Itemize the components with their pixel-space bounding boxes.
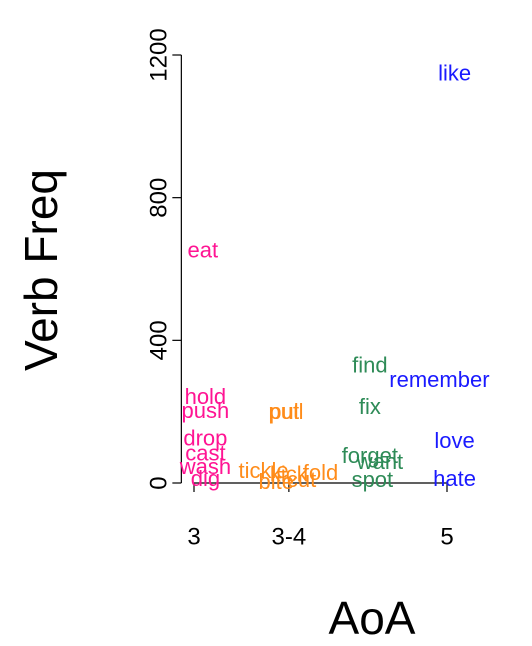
y-tick-label: 1200 xyxy=(145,28,172,81)
x-tick-label: 5 xyxy=(440,523,453,550)
point-label: pull xyxy=(269,399,303,424)
x-axis-title: AoA xyxy=(329,592,416,644)
point-label: fold xyxy=(303,460,338,485)
point-label: eat xyxy=(188,238,219,263)
point-label: want xyxy=(356,449,403,474)
y-tick-label: 800 xyxy=(145,178,172,218)
point-label: fix xyxy=(359,394,381,419)
point-label: put xyxy=(269,399,300,424)
point-label: cut xyxy=(287,467,316,492)
point-label: love xyxy=(434,428,474,453)
x-tick-label: 3 xyxy=(187,523,200,550)
point-label: bite xyxy=(258,469,293,494)
y-tick-label: 400 xyxy=(145,320,172,360)
point-label: hate xyxy=(433,466,476,491)
point-label: kick xyxy=(270,462,309,487)
point-label: wash xyxy=(179,454,231,479)
point-label: dig xyxy=(191,466,220,491)
point-label: tickle xyxy=(239,458,289,483)
point-label: drop xyxy=(183,426,227,451)
point-label: cast xyxy=(185,441,225,466)
point-label: spot xyxy=(352,467,394,492)
point-label: find xyxy=(352,353,387,378)
point-label: push xyxy=(182,398,230,423)
point-label: like xyxy=(438,60,471,85)
y-axis-title: Verb Freq xyxy=(15,169,67,371)
x-tick-label: 3-4 xyxy=(272,523,307,550)
point-label: hold xyxy=(185,384,227,409)
point-label: remember xyxy=(389,367,489,392)
point-label: forget xyxy=(342,443,398,468)
y-tick-label: 0 xyxy=(145,476,172,489)
